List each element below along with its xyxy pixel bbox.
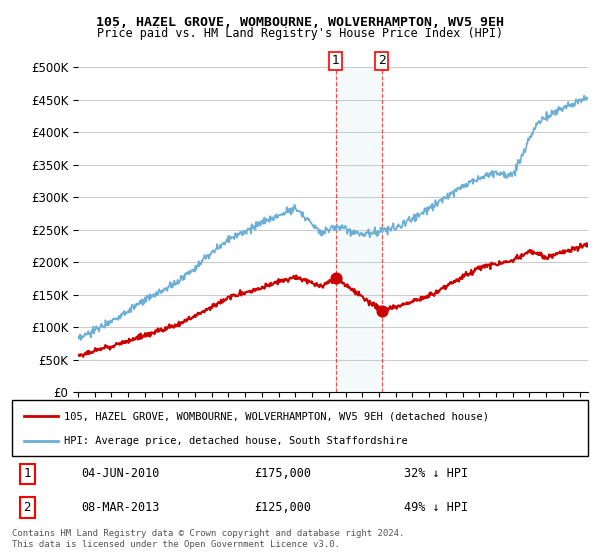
Text: 2: 2 [378, 54, 386, 67]
Bar [336, 67, 382, 392]
Text: 105, HAZEL GROVE, WOMBOURNE, WOLVERHAMPTON, WV5 9EH (detached house): 105, HAZEL GROVE, WOMBOURNE, WOLVERHAMPT… [64, 411, 489, 421]
Text: 1: 1 [23, 468, 31, 480]
Text: Contains HM Land Registry data © Crown copyright and database right 2024.
This d: Contains HM Land Registry data © Crown c… [12, 529, 404, 549]
Text: £125,000: £125,000 [254, 501, 311, 514]
Text: 04-JUN-2010: 04-JUN-2010 [81, 468, 160, 480]
Point [377, 306, 386, 315]
Text: 49% ↓ HPI: 49% ↓ HPI [404, 501, 468, 514]
Text: 105, HAZEL GROVE, WOMBOURNE, WOLVERHAMPTON, WV5 9EH: 105, HAZEL GROVE, WOMBOURNE, WOLVERHAMPT… [96, 16, 504, 29]
Text: HPI: Average price, detached house, South Staffordshire: HPI: Average price, detached house, Sout… [64, 436, 407, 446]
Point [331, 274, 341, 283]
Text: 08-MAR-2013: 08-MAR-2013 [81, 501, 160, 514]
FancyBboxPatch shape [12, 400, 588, 456]
Text: 2: 2 [23, 501, 31, 514]
Text: 32% ↓ HPI: 32% ↓ HPI [404, 468, 468, 480]
Text: £175,000: £175,000 [254, 468, 311, 480]
Text: Price paid vs. HM Land Registry's House Price Index (HPI): Price paid vs. HM Land Registry's House … [97, 27, 503, 40]
Text: 1: 1 [332, 54, 340, 67]
